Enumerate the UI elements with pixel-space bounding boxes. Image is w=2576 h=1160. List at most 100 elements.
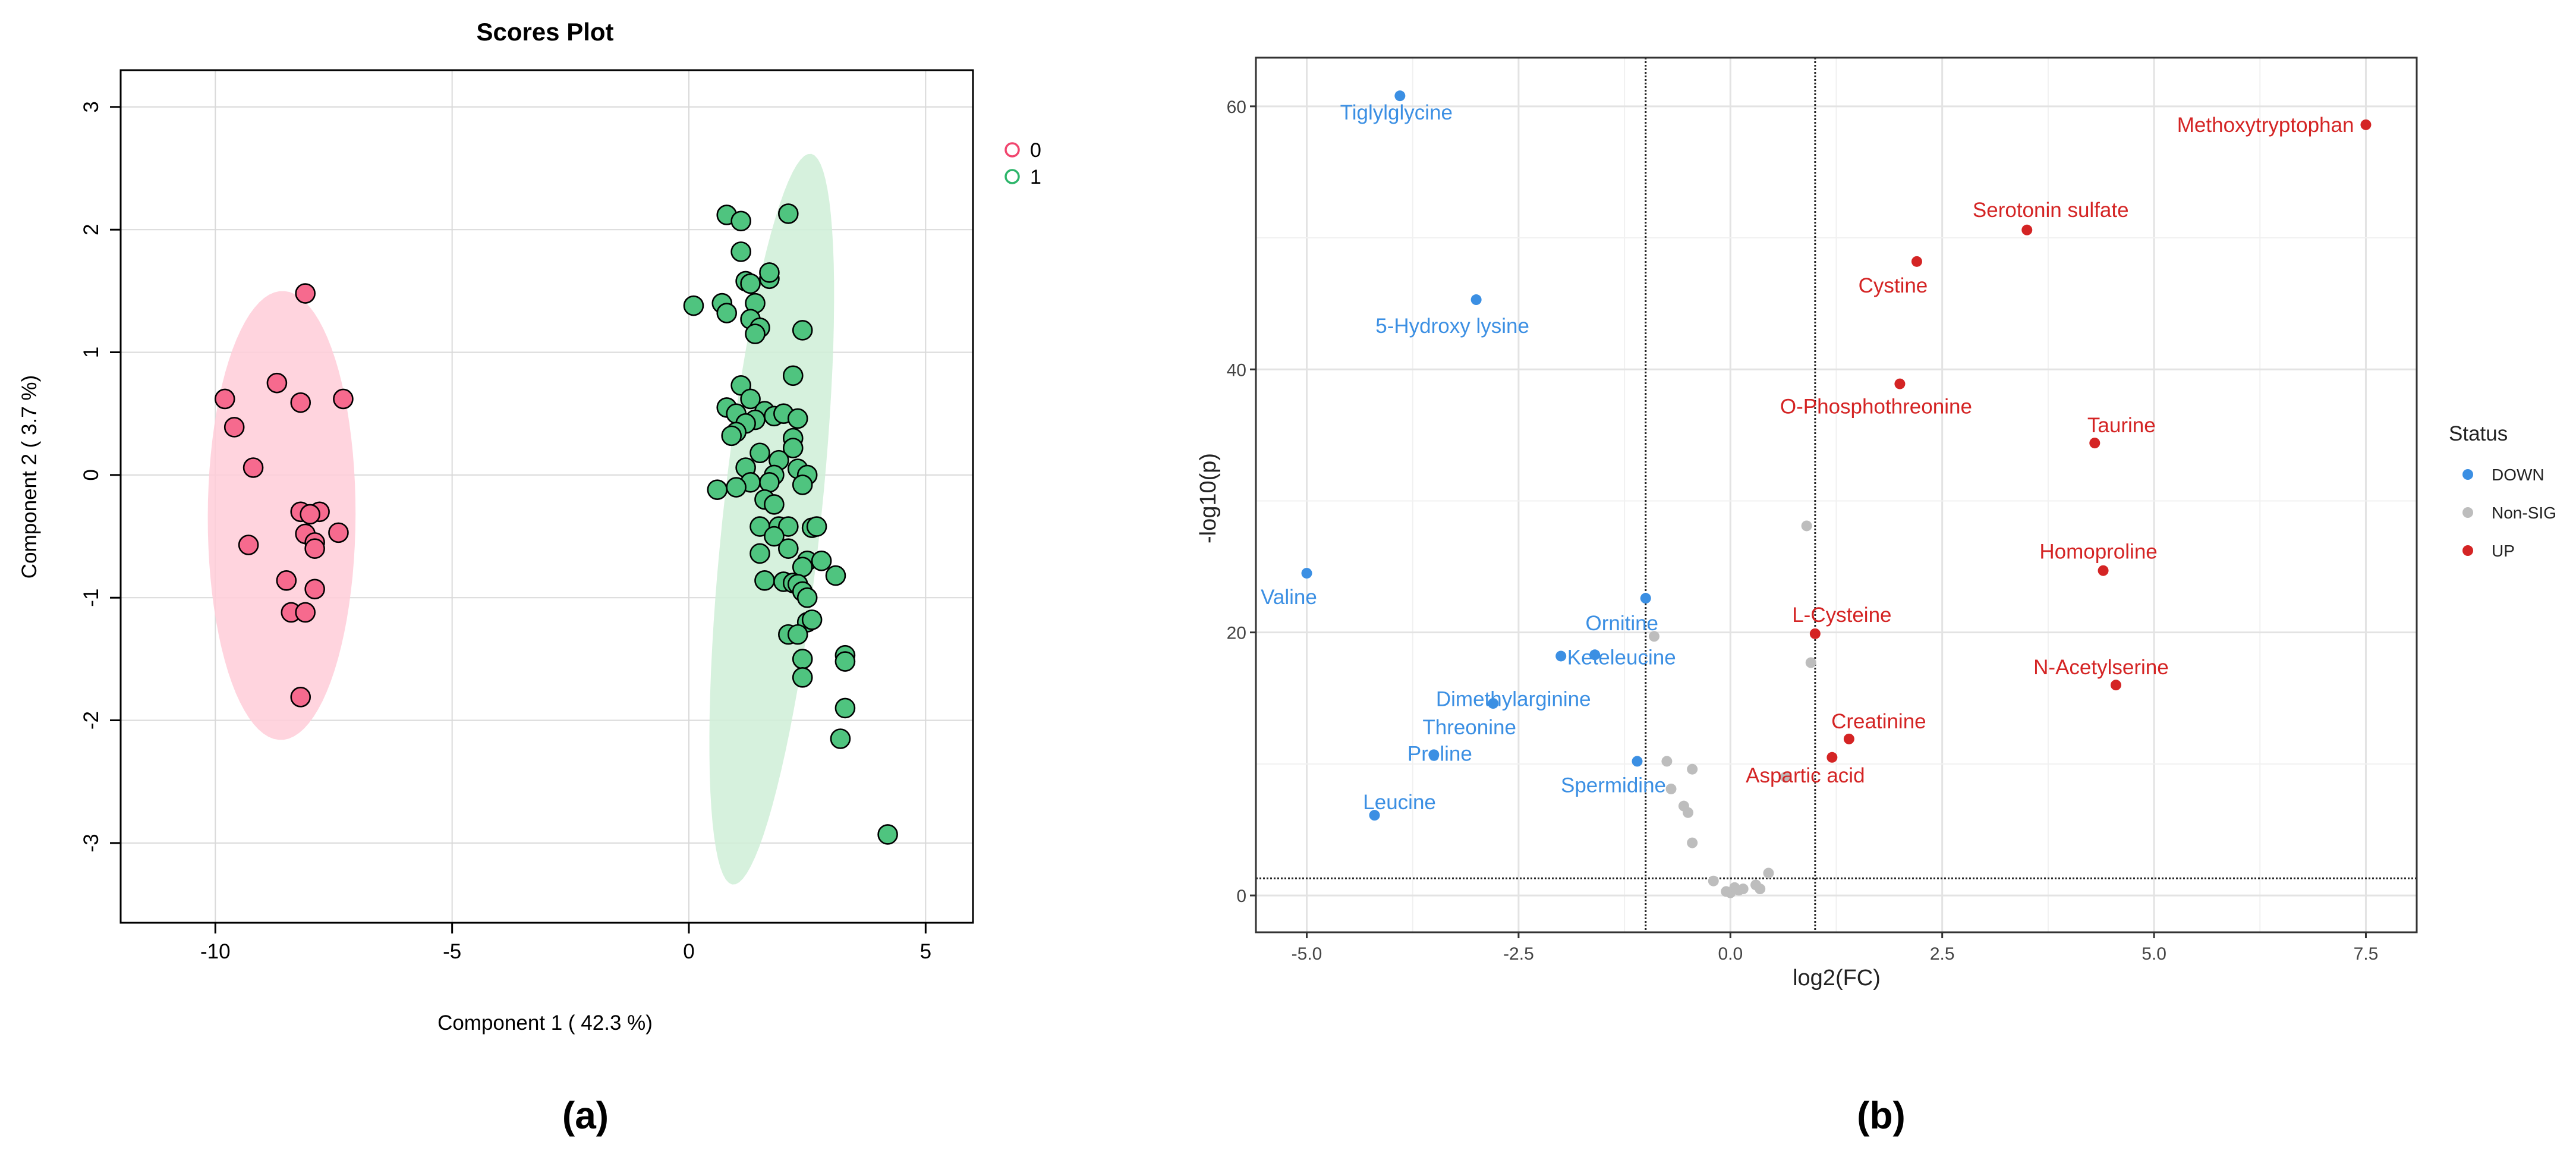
panel-b-threshold-lines xyxy=(1256,58,2417,932)
panel-b-legend: Status DOWN Non-SIG UP xyxy=(2449,422,2556,560)
b-label-proline: Proline xyxy=(1407,742,1472,765)
b-point-up-8 xyxy=(1843,733,1854,744)
b-label-tiglylglycine: Tiglylglycine xyxy=(1340,101,1453,124)
panel-b-legend-title: Status xyxy=(2449,422,2508,445)
b-point-up-1 xyxy=(2021,224,2033,235)
a-point-group-1-11 xyxy=(716,303,738,323)
a-point-group-0-14 xyxy=(238,535,259,555)
a-point-group-1-61 xyxy=(796,587,818,608)
a-point-group-1-1 xyxy=(730,210,751,232)
b-point-up-4 xyxy=(2089,438,2101,449)
b-legend-label-up: UP xyxy=(2492,542,2515,560)
b-point-up-9 xyxy=(1826,752,1838,763)
a-point-group-1-54 xyxy=(811,551,832,571)
a-point-group-1-7 xyxy=(740,273,761,294)
a-point-group-0-13 xyxy=(328,522,349,543)
a-ytick-label-2: -1 xyxy=(80,589,103,607)
b-point-non-sig-5 xyxy=(1665,783,1677,794)
panel-b-volcano-plot: Tiglylglycine 5-Hydroxy lysine Valine Ornit… xyxy=(1196,56,2556,991)
b-legend-marker-non-sig xyxy=(2462,507,2473,518)
a-point-group-1-55 xyxy=(825,565,846,586)
b-label-l-cysteine: L-Cysteine xyxy=(1792,603,1891,627)
a-point-group-1-46 xyxy=(778,516,799,537)
b-xtick-label-3: 2.5 xyxy=(1930,944,1955,964)
a-ytick-label-4: 1 xyxy=(80,347,103,358)
b-xtick-label-5: 7.5 xyxy=(2354,944,2379,964)
b-xtick-label-1: -2.5 xyxy=(1503,944,1534,964)
b-point-non-sig-3 xyxy=(1661,756,1673,767)
a-legend-marker-1 xyxy=(1004,169,1020,184)
b-label-o-phosphothreonine: O-Phosphothreonine xyxy=(1780,395,1972,419)
a-point-group-1-56 xyxy=(754,570,775,591)
b-point-up-3 xyxy=(1894,378,1906,389)
a-point-group-1-31 xyxy=(750,442,770,464)
b-point-down-0 xyxy=(1394,90,1406,102)
a-point-group-1-5 xyxy=(759,262,780,283)
a-point-group-1-3 xyxy=(730,241,751,262)
caption-a: (a) xyxy=(562,1094,609,1137)
panel-b-grid xyxy=(1256,58,2417,932)
panel-a-legend: 01 xyxy=(1004,139,1041,188)
a-point-group-1-14 xyxy=(792,320,813,341)
b-point-up-2 xyxy=(1911,256,1922,267)
b-point-up-0 xyxy=(2360,119,2372,130)
panel-b-x-axis-label: log2(FC) xyxy=(1793,966,1881,991)
b-point-non-sig-10 xyxy=(1708,875,1719,886)
b-label-methoxytryptophan: Methoxytryptophan xyxy=(2177,114,2354,137)
b-label-5-hydroxy-lysine: 5-Hydroxy lysine xyxy=(1375,315,1529,338)
b-legend-label-non-sig: Non-SIG xyxy=(2492,504,2556,522)
b-point-non-sig-8 xyxy=(1687,837,1698,848)
b-point-non-sig-2 xyxy=(1805,657,1816,668)
a-point-group-1-65 xyxy=(787,624,808,645)
b-label-spermidine: Spermidine xyxy=(1561,774,1666,797)
b-point-non-sig-17 xyxy=(1755,884,1766,895)
a-point-group-0-0 xyxy=(295,283,316,304)
panel-a-y-axis-label: Component 2 ( 3.7 %) xyxy=(18,375,41,579)
a-point-group-1-28 xyxy=(721,425,742,447)
b-label-cystine: Cystine xyxy=(1859,274,1928,297)
b-point-down-3 xyxy=(1640,593,1651,604)
a-point-group-1-41 xyxy=(792,474,813,495)
b-point-non-sig-1 xyxy=(1649,631,1660,642)
b-point-down-2 xyxy=(1301,568,1312,579)
a-point-group-0-2 xyxy=(266,372,288,394)
panel-b-y-ticks: 0 20 40 60 xyxy=(1227,98,1256,906)
a-legend-label-1: 1 xyxy=(1030,166,1041,188)
a-point-group-1-40 xyxy=(726,477,747,498)
a-point-group-1-37 xyxy=(759,471,780,493)
a-xtick-label-2: 0 xyxy=(683,940,694,963)
a-ytick-label-6: 3 xyxy=(80,101,103,112)
a-point-group-1-51 xyxy=(778,538,799,559)
a-point-group-1-30 xyxy=(782,438,804,458)
a-legend-marker-0 xyxy=(1004,142,1020,158)
b-point-non-sig-9 xyxy=(1780,771,1791,782)
a-point-group-1-50 xyxy=(750,543,770,564)
b-ytick-label-1: 20 xyxy=(1227,624,1246,643)
b-ytick-label-3: 60 xyxy=(1227,98,1246,117)
panel-b-x-ticks: -5.0 -2.5 0.0 2.5 5.0 7.5 xyxy=(1292,932,2379,964)
panel-a-y-ticks: -3 -2 -1 0 1 2 3 xyxy=(80,101,121,852)
b-point-down-8 xyxy=(1632,756,1643,767)
a-xtick-label-0: -10 xyxy=(200,940,231,963)
panel-a-x-ticks: -10 -5 0 5 xyxy=(200,923,931,963)
b-label-dimethylarginine: Dimethylarginine xyxy=(1436,687,1591,711)
b-legend-marker-down xyxy=(2462,469,2473,480)
b-point-down-4 xyxy=(1555,650,1567,662)
a-point-group-0-1 xyxy=(214,388,235,410)
a-point-group-1-48 xyxy=(806,516,827,537)
a-point-group-1-70 xyxy=(834,697,856,719)
b-label-keteleucine: Keteleucine xyxy=(1567,646,1676,669)
b-ytick-label-2: 40 xyxy=(1227,360,1246,380)
b-label-ornitine: Ornitine xyxy=(1585,612,1658,635)
b-point-non-sig-7 xyxy=(1683,807,1694,818)
b-label-homoproline: Homoproline xyxy=(2039,540,2157,564)
a-point-group-1-16 xyxy=(782,365,804,386)
a-legend-label-0: 0 xyxy=(1030,139,1041,162)
b-label-n-acetylserine: N-Acetylserine xyxy=(2033,656,2169,679)
b-legend-label-down: DOWN xyxy=(2492,466,2544,484)
panel-a-x-axis-label: Component 1 ( 42.3 %) xyxy=(437,1011,653,1035)
b-xtick-label-2: 0.0 xyxy=(1718,944,1743,964)
a-point-group-1-24 xyxy=(787,408,808,429)
a-point-group-1-49 xyxy=(764,526,785,547)
